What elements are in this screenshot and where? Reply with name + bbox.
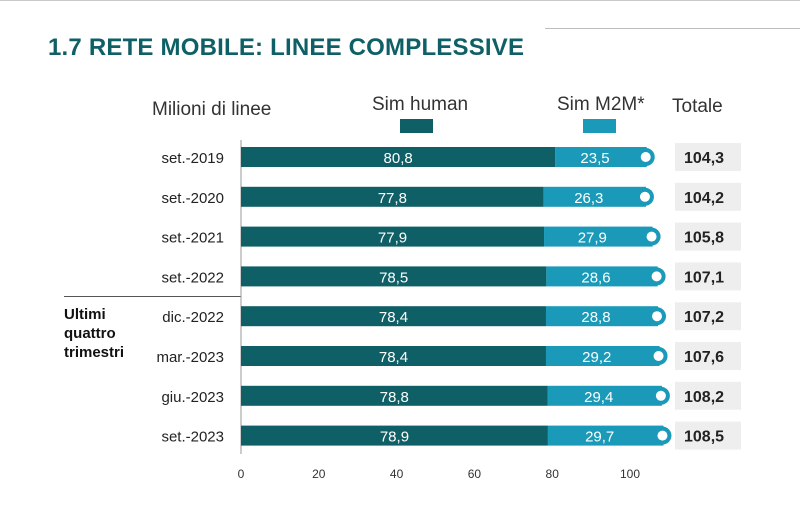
data-label-sim-human: 77,9 bbox=[378, 230, 407, 247]
category-label: mar.-2023 bbox=[156, 349, 224, 366]
total-marker-inner bbox=[653, 351, 664, 361]
bar-sim-m2m bbox=[547, 385, 662, 406]
total-header: Totale bbox=[672, 96, 723, 117]
legend-label-sim-m2m: Sim M2M* bbox=[557, 94, 645, 115]
total-box bbox=[675, 421, 741, 450]
total-value: 104,3 bbox=[684, 150, 724, 167]
bar-sim-human bbox=[241, 147, 556, 167]
group-label-line-2: quattro bbox=[64, 325, 116, 342]
total-marker-inner bbox=[655, 390, 666, 401]
legend-swatch-sim-m2m bbox=[583, 119, 616, 133]
data-label-sim-m2m: 29,2 bbox=[582, 349, 611, 366]
total-box bbox=[675, 222, 741, 251]
data-label-sim-human: 80,8 bbox=[384, 150, 413, 167]
group-label-line-1: Ultimi bbox=[64, 306, 106, 323]
bar-sim-human bbox=[241, 266, 547, 287]
total-value: 107,1 bbox=[684, 269, 724, 286]
bar-sim-human bbox=[241, 306, 546, 327]
category-label: set.-2023 bbox=[161, 429, 224, 446]
category-label: set.-2021 bbox=[161, 230, 224, 247]
x-tick-label: 80 bbox=[546, 467, 560, 481]
data-label-sim-m2m: 28,8 bbox=[581, 309, 610, 326]
total-value: 105,8 bbox=[684, 230, 724, 247]
bar-sim-human bbox=[241, 425, 548, 446]
unit-label: Milioni di linee bbox=[152, 99, 272, 120]
top-border bbox=[0, 0, 800, 1]
category-label: set.-2022 bbox=[161, 269, 224, 286]
total-box bbox=[675, 182, 741, 211]
bar-sim-human bbox=[241, 226, 545, 247]
group-label: Ultimi quattro trimestri bbox=[64, 305, 124, 362]
total-marker-inner bbox=[651, 271, 662, 282]
total-marker-inner bbox=[640, 152, 651, 162]
bar-sim-m2m bbox=[543, 186, 646, 207]
legend-swatch-sim-human bbox=[400, 119, 433, 133]
bar-sim-m2m bbox=[547, 425, 664, 446]
total-value: 104,2 bbox=[684, 190, 724, 207]
total-box bbox=[675, 302, 741, 331]
data-label-sim-m2m: 26,3 bbox=[574, 190, 603, 207]
category-label: giu.-2023 bbox=[161, 389, 224, 406]
x-tick-label: 20 bbox=[312, 467, 326, 481]
bar-sim-m2m bbox=[545, 306, 659, 327]
total-value: 107,2 bbox=[684, 309, 724, 326]
bar-sim-m2m bbox=[555, 147, 647, 167]
data-label-sim-m2m: 29,4 bbox=[584, 389, 613, 406]
legend-label-sim-human: Sim human bbox=[372, 94, 469, 115]
data-label-sim-m2m: 27,9 bbox=[578, 230, 607, 247]
data-label-sim-human: 78,4 bbox=[379, 309, 408, 326]
page-title: 1.7 RETE MOBILE: LINEE COMPLESSIVE bbox=[48, 34, 525, 61]
bar-sim-human bbox=[241, 346, 546, 366]
data-label-sim-human: 78,8 bbox=[380, 389, 409, 406]
total-marker-inner bbox=[652, 311, 663, 322]
x-tick-label: 0 bbox=[238, 467, 245, 481]
category-label: set.-2020 bbox=[161, 190, 224, 207]
category-label: dic.-2022 bbox=[162, 309, 224, 326]
group-separator bbox=[64, 296, 241, 297]
x-tick-label: 40 bbox=[390, 467, 404, 481]
data-label-sim-human: 78,9 bbox=[380, 429, 409, 446]
bar-sim-m2m bbox=[544, 226, 653, 247]
total-value: 108,5 bbox=[684, 429, 724, 446]
group-label-line-3: trimestri bbox=[64, 344, 125, 361]
data-label-sim-human: 78,5 bbox=[379, 269, 408, 286]
data-label-sim-m2m: 28,6 bbox=[581, 269, 610, 286]
data-label-sim-human: 78,4 bbox=[379, 349, 408, 366]
bar-sim-human bbox=[241, 186, 544, 207]
data-label-sim-human: 77,8 bbox=[378, 190, 407, 207]
data-label-sim-m2m: 23,5 bbox=[580, 150, 609, 167]
total-box bbox=[675, 262, 741, 291]
title-rule bbox=[545, 28, 800, 29]
total-box bbox=[675, 342, 741, 370]
total-value: 108,2 bbox=[684, 389, 724, 406]
bar-sim-m2m bbox=[546, 266, 658, 287]
total-marker-inner bbox=[657, 430, 668, 441]
total-box bbox=[675, 143, 741, 171]
x-tick-label: 60 bbox=[468, 467, 482, 481]
bar-sim-human bbox=[241, 385, 548, 406]
total-box bbox=[675, 381, 741, 410]
total-marker-inner bbox=[639, 191, 650, 202]
x-tick-label: 100 bbox=[620, 467, 640, 481]
total-value: 107,6 bbox=[684, 349, 724, 366]
category-label: set.-2019 bbox=[161, 150, 224, 167]
total-marker-inner bbox=[646, 231, 657, 242]
bar-sim-m2m bbox=[545, 346, 660, 366]
data-label-sim-m2m: 29,7 bbox=[585, 429, 614, 446]
